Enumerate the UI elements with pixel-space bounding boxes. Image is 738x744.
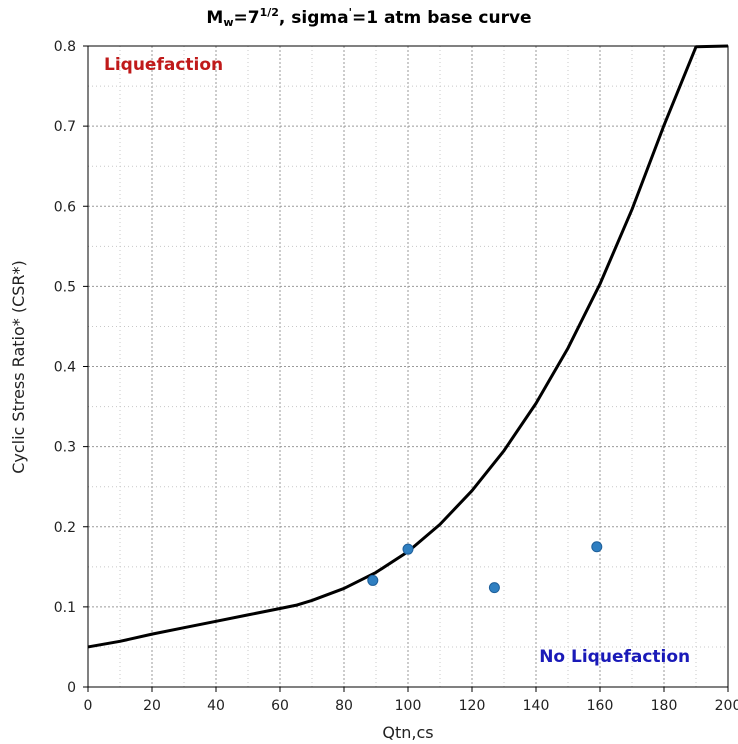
x-tick-label: 180 [651,698,678,714]
x-tick-label: 40 [207,698,225,714]
y-tick-label: 0.3 [54,440,76,456]
x-tick-label: 100 [395,698,422,714]
y-tick-label: 0.7 [54,119,76,135]
no-liquefaction-label: No Liquefaction [539,647,690,667]
x-tick-label: 120 [459,698,486,714]
x-tick-label: 140 [523,698,550,714]
y-tick-label: 0.5 [54,279,76,295]
data-point [368,575,378,585]
x-tick-label: 80 [335,698,353,714]
liquefaction-label: Liquefaction [104,55,223,75]
grid [88,46,728,687]
y-tick-label: 0.8 [54,39,76,55]
y-tick-label: 0.4 [54,360,76,376]
data-point [489,583,499,593]
x-tick-label: 160 [587,698,614,714]
data-point [592,542,602,552]
x-tick-label: 0 [84,698,93,714]
y-tick-label: 0.1 [54,600,76,616]
y-tick-label: 0.2 [54,520,76,536]
data-point [403,544,413,554]
x-tick-label: 20 [143,698,161,714]
y-tick-label: 0 [67,680,76,696]
y-tick-label: 0.6 [54,199,76,215]
x-tick-label: 200 [715,698,738,714]
x-axis-label: Qtn,cs [382,723,433,742]
y-axis-label: Cyclic Stress Ratio* (CSR*) [9,260,28,474]
x-tick-label: 60 [271,698,289,714]
